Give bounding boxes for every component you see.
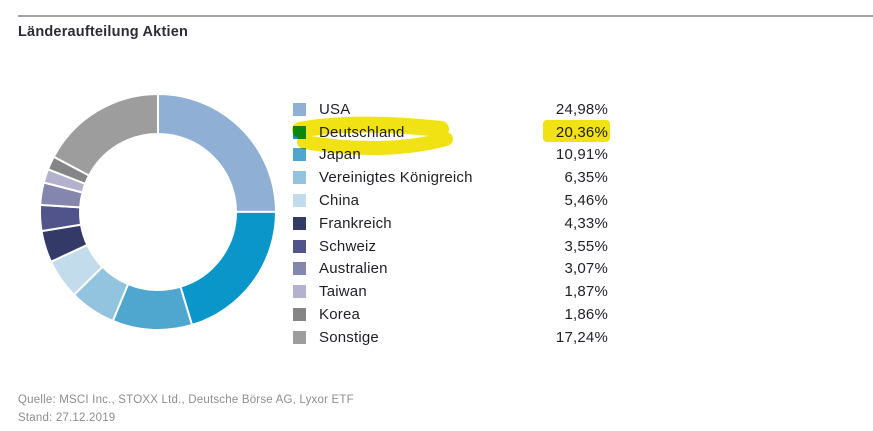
legend-percent-value: 17,24% xyxy=(555,328,608,346)
legend-row-usa: USA 24,98% xyxy=(293,98,608,121)
legend-color-swatch-icon xyxy=(293,194,306,208)
legend-percent-value: 1,86% xyxy=(564,306,608,324)
legend-color-swatch-icon xyxy=(293,262,306,276)
chart-legend: USA 24,98% Deutschland 20,36% Japan 10,9… xyxy=(293,98,608,349)
legend-color-swatch-icon xyxy=(293,330,306,344)
legend-country-label: Vereinigtes Königreich xyxy=(319,169,473,187)
legend-percent-value: 4,33% xyxy=(564,214,608,232)
legend-row-taiwan: Taiwan 1,87% xyxy=(293,280,608,303)
date-text: Stand: 27.12.2019 xyxy=(18,412,116,424)
legend-color-swatch-icon xyxy=(293,239,306,253)
donut-svg xyxy=(39,92,278,331)
legend-color-swatch-icon xyxy=(293,148,306,162)
legend-row-japan: Japan 10,91% xyxy=(293,144,608,167)
legend-row-vereinigtes-k-nigreich: Vereinigtes Königreich 6,35% xyxy=(293,166,608,189)
legend-country-label: Korea xyxy=(319,306,361,324)
donut-slice-deutschland xyxy=(179,210,278,327)
legend-percent-value: 20,36% xyxy=(555,123,608,141)
donut-slice-sonstige xyxy=(52,92,159,177)
legend-country-label: Frankreich xyxy=(319,214,392,232)
legend-country-label: USA xyxy=(319,100,351,118)
donut-chart xyxy=(33,87,283,337)
legend-row-schweiz: Schweiz 3,55% xyxy=(293,235,608,258)
legend-country-label: Sonstige xyxy=(319,328,379,346)
legend-country-label: Australien xyxy=(319,260,388,278)
donut-slice-usa xyxy=(157,92,278,213)
legend-color-swatch-icon xyxy=(293,171,306,185)
legend-percent-value: 24,98% xyxy=(555,100,608,118)
legend-percent-value: 3,55% xyxy=(564,237,608,255)
legend-percent-value: 10,91% xyxy=(555,146,608,164)
legend-row-australien: Australien 3,07% xyxy=(293,258,608,281)
legend-country-label: Schweiz xyxy=(319,237,377,255)
legend-country-label: China xyxy=(319,192,360,210)
legend-color-swatch-icon xyxy=(293,216,306,230)
legend-percent-value: 5,46% xyxy=(564,192,608,210)
page-title: Länderaufteilung Aktien xyxy=(18,24,189,40)
legend-color-swatch-icon xyxy=(293,102,306,116)
legend-color-swatch-icon xyxy=(293,285,306,299)
legend-country-label: Deutschland xyxy=(319,123,405,141)
legend-row-china: China 5,46% xyxy=(293,189,608,212)
legend-percent-value: 3,07% xyxy=(564,260,608,278)
legend-row-korea: Korea 1,86% xyxy=(293,303,608,326)
legend-color-swatch-icon xyxy=(293,125,306,139)
source-text: Quelle: MSCI Inc., STOXX Ltd., Deutsche … xyxy=(18,394,354,406)
legend-row-deutschland: Deutschland 20,36% xyxy=(293,121,608,144)
legend-percent-value: 6,35% xyxy=(564,169,608,187)
legend-country-label: Japan xyxy=(319,146,361,164)
top-divider xyxy=(18,15,873,17)
legend-row-frankreich: Frankreich 4,33% xyxy=(293,212,608,235)
legend-percent-value: 1,87% xyxy=(564,283,608,301)
legend-country-label: Taiwan xyxy=(319,283,367,301)
legend-row-sonstige: Sonstige 17,24% xyxy=(293,326,608,349)
legend-color-swatch-icon xyxy=(293,308,306,322)
